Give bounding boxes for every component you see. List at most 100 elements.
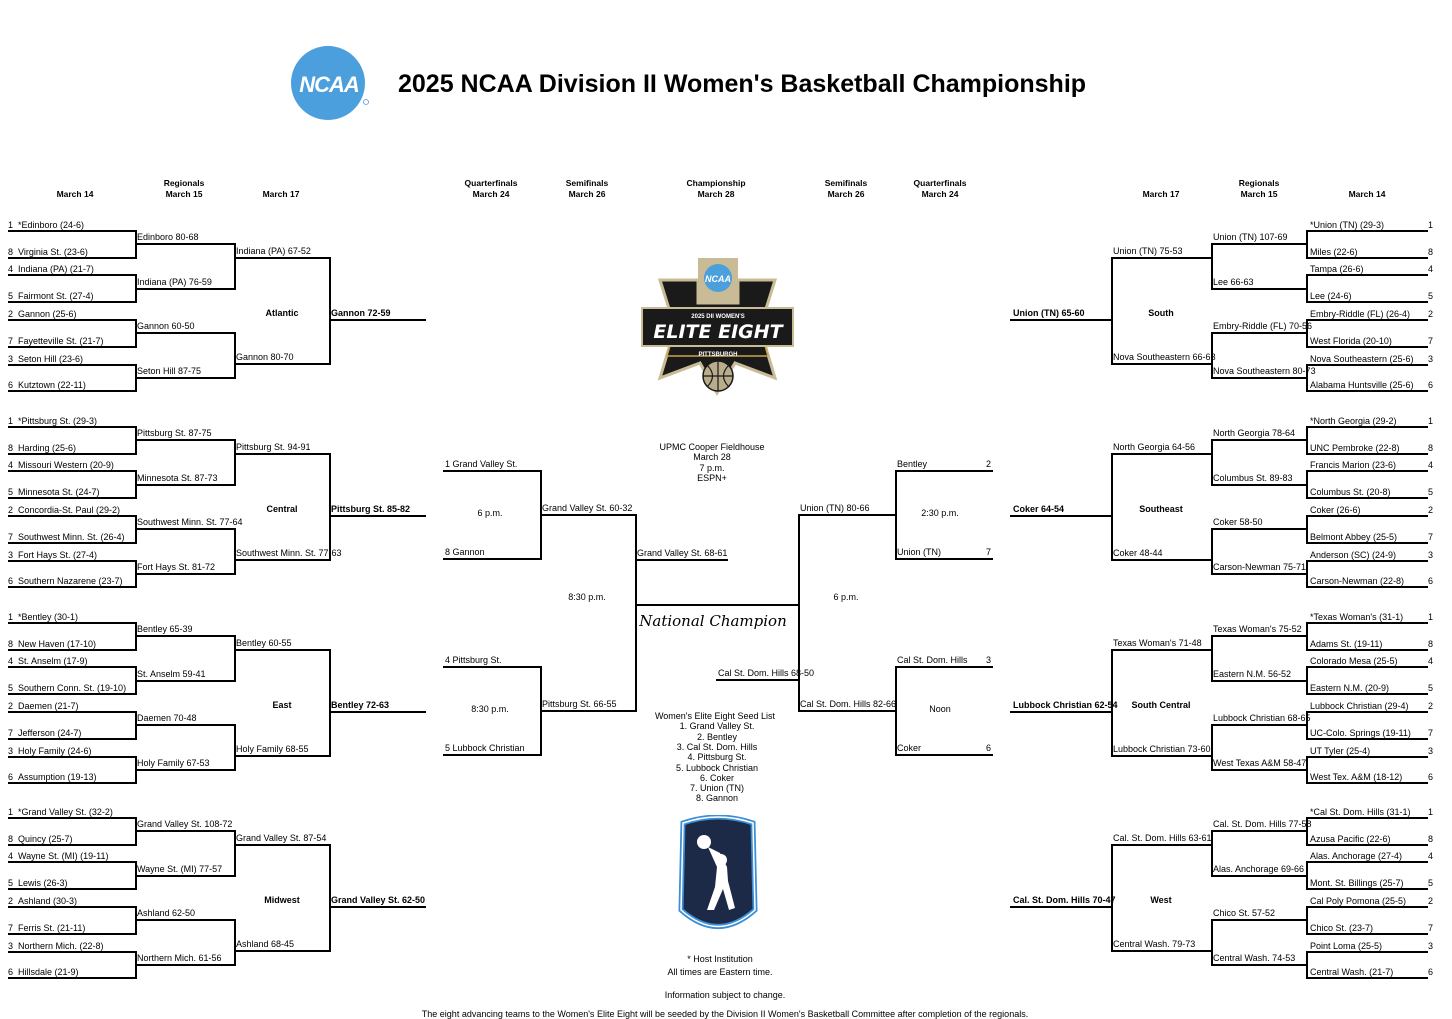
round2-result[interactable]: Grand Valley St. 87-54 [236,833,327,843]
round2-result[interactable]: Central Wash. 79-73 [1113,939,1196,949]
team-name[interactable]: UNC Pembroke (22-8) [1310,443,1400,453]
round1-result[interactable]: Nova Southeastern 80-73 [1213,366,1316,376]
team-name[interactable]: Harding (25-6) [18,443,77,453]
team-name[interactable]: Ashland (30-3) [18,896,78,906]
team-name[interactable]: West Florida (20-10) [1310,336,1392,346]
team-name[interactable]: Coker (26-6) [1310,505,1361,515]
team-name[interactable]: UT Tyler (25-4) [1310,746,1371,756]
quarterfinal-team[interactable]: Union (TN) [897,547,942,557]
team-name[interactable]: Central Wash. (21-7) [1310,967,1394,977]
round1-result[interactable]: Ashland 62-50 [137,908,196,918]
round1-result[interactable]: Texas Woman's 75-52 [1213,624,1302,634]
team-name[interactable]: *Pittsburg St. (29-3) [18,416,98,426]
round1-result[interactable]: Embry-Riddle (FL) 70-56 [1213,321,1313,331]
quarterfinal-result[interactable]: Cal St. Dom. Hills 82-66 [800,699,897,709]
quarterfinal-team[interactable]: 5 Lubbock Christian [445,743,525,753]
round2-result[interactable]: Gannon 80-70 [236,352,294,362]
region-champion[interactable]: Bentley 72-63 [331,700,390,710]
team-name[interactable]: Southern Conn. St. (19-10) [18,683,127,693]
round2-result[interactable]: Holy Family 68-55 [236,744,309,754]
team-name[interactable]: Lee (24-6) [1310,291,1352,301]
quarterfinal-team[interactable]: 1 Grand Valley St. [445,459,518,469]
semifinal-result[interactable]: Grand Valley St. 68-61 [637,548,728,558]
team-name[interactable]: Northern Mich. (22-8) [18,941,104,951]
team-name[interactable]: UC-Colo. Springs (19-11) [1310,728,1411,738]
round1-result[interactable]: Lee 66-63 [1213,277,1254,287]
team-name[interactable]: Carson-Newman (22-8) [1310,576,1405,586]
team-name[interactable]: Kutztown (22-11) [18,380,86,390]
round1-result[interactable]: Gannon 60-50 [137,321,195,331]
team-name[interactable]: Indiana (PA) (21-7) [18,264,94,274]
team-name[interactable]: Miles (22-6) [1310,247,1358,257]
round1-result[interactable]: Columbus St. 89-83 [1213,473,1293,483]
round1-result[interactable]: Central Wash. 74-53 [1213,953,1296,963]
team-name[interactable]: Colorado Mesa (25-5) [1310,656,1398,666]
team-name[interactable]: Fort Hays St. (27-4) [18,550,98,560]
round1-result[interactable]: Bentley 65-39 [137,624,193,634]
region-champion[interactable]: Coker 64-54 [1013,504,1065,514]
quarterfinal-team[interactable]: 4 Pittsburg St. [445,655,502,665]
round1-result[interactable]: Holy Family 67-53 [137,758,210,768]
round1-result[interactable]: Carson-Newman 75-71 [1213,562,1307,572]
team-name[interactable]: Embry-Riddle (FL) (26-4) [1310,309,1411,319]
round1-result[interactable]: Grand Valley St. 108-72 [137,819,233,829]
region-champion[interactable]: Union (TN) 65-60 [1013,308,1085,318]
round1-result[interactable]: West Texas A&M 58-47 [1213,758,1307,768]
team-name[interactable]: Ferris St. (21-11) [18,923,86,933]
team-name[interactable]: Cal Poly Pomona (25-5) [1310,896,1407,906]
team-name[interactable]: Nova Southeastern (25-6) [1310,354,1414,364]
team-name[interactable]: Quincy (25-7) [18,834,73,844]
quarterfinal-team[interactable]: 8 Gannon [445,547,485,557]
team-name[interactable]: Wayne St. (MI) (19-11) [18,851,109,861]
round1-result[interactable]: Fort Hays St. 81-72 [137,562,216,572]
team-name[interactable]: Concordia-St. Paul (29-2) [18,505,121,515]
team-name[interactable]: Chico St. (23-7) [1310,923,1374,933]
round1-result[interactable]: Indiana (PA) 76-59 [137,277,212,287]
round2-result[interactable]: Southwest Minn. St. 77-63 [236,548,342,558]
team-name[interactable]: *Texas Woman's (31-1) [1310,612,1404,622]
team-name[interactable]: *Cal St. Dom. Hills (31-1) [1310,807,1411,817]
team-name[interactable]: Holy Family (24-6) [18,746,92,756]
round1-result[interactable]: Coker 58-50 [1213,517,1263,527]
team-name[interactable]: Gannon (25-6) [18,309,77,319]
region-champion[interactable]: Lubbock Christian 62-54 [1013,700,1118,710]
round2-result[interactable]: Pittsburg St. 94-91 [236,442,311,452]
team-name[interactable]: Anderson (SC) (24-9) [1310,550,1397,560]
team-name[interactable]: Alas. Anchorage (27-4) [1310,851,1403,861]
round1-result[interactable]: Northern Mich. 61-56 [137,953,222,963]
team-name[interactable]: Columbus St. (20-8) [1310,487,1391,497]
round1-result[interactable]: Seton Hill 87-75 [137,366,202,376]
quarterfinal-team[interactable]: Cal St. Dom. Hills [897,655,968,665]
team-name[interactable]: Daemen (21-7) [18,701,79,711]
round1-result[interactable]: Union (TN) 107-69 [1213,232,1288,242]
round2-result[interactable]: Texas Woman's 71-48 [1113,638,1202,648]
quarterfinal-result[interactable]: Pittsburg St. 66-55 [542,699,617,709]
round2-result[interactable]: Ashland 68-45 [236,939,295,949]
team-name[interactable]: *Union (TN) (29-3) [1310,220,1385,230]
team-name[interactable]: Assumption (19-13) [18,772,97,782]
team-name[interactable]: Adams St. (19-11) [1310,639,1383,649]
team-name[interactable]: Lewis (26-3) [18,878,68,888]
round2-result[interactable]: Union (TN) 75-53 [1113,246,1183,256]
team-name[interactable]: *Grand Valley St. (32-2) [18,807,113,817]
round1-result[interactable]: Lubbock Christian 68-65 [1213,713,1311,723]
team-name[interactable]: Lubbock Christian (29-4) [1310,701,1409,711]
team-name[interactable]: St. Anselm (17-9) [18,656,88,666]
team-name[interactable]: Seton Hill (23-6) [18,354,84,364]
team-name[interactable]: Southern Nazarene (23-7) [18,576,123,586]
round1-result[interactable]: North Georgia 78-64 [1213,428,1296,438]
round2-result[interactable]: North Georgia 64-56 [1113,442,1196,452]
team-name[interactable]: Minnesota St. (24-7) [18,487,100,497]
quarterfinal-team[interactable]: Bentley [897,459,928,469]
region-champion[interactable]: Pittsburg St. 85-82 [331,504,411,514]
team-name[interactable]: Tampa (26-6) [1310,264,1364,274]
team-name[interactable]: *North Georgia (29-2) [1310,416,1397,426]
team-name[interactable]: Virginia St. (23-6) [18,247,88,257]
quarterfinal-result[interactable]: Union (TN) 80-66 [800,503,870,513]
team-name[interactable]: Hillsdale (21-9) [18,967,79,977]
team-name[interactable]: Point Loma (25-5) [1310,941,1383,951]
round1-result[interactable]: Wayne St. (MI) 77-57 [137,864,223,874]
team-name[interactable]: Azusa Pacific (22-6) [1310,834,1391,844]
round2-result[interactable]: Lubbock Christian 73-60 [1113,744,1211,754]
team-name[interactable]: Eastern N.M. (20-9) [1310,683,1390,693]
